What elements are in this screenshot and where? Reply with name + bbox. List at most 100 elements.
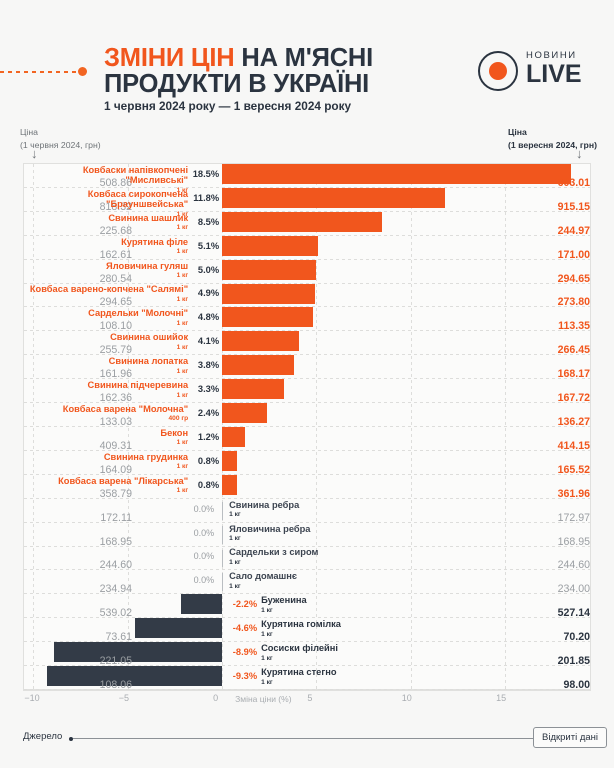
- row-separator: [24, 378, 590, 380]
- bar-positive[interactable]: [222, 355, 294, 376]
- row-separator: [24, 402, 590, 404]
- chart-row[interactable]: 225.68 244.97 Свинина шашлик 1 кг 8.5%: [24, 211, 590, 237]
- price-september: 172.97: [557, 511, 590, 524]
- price-september: 98.00: [563, 678, 590, 691]
- chart-row[interactable]: 294.65 273.80 Ковбаса варено-копчена "Саля…: [24, 283, 590, 309]
- item-unit: 1 кг: [176, 367, 189, 375]
- percent-change: 11.8%: [193, 192, 220, 203]
- title-highlight: ЗМІНИ ЦІН: [104, 44, 235, 72]
- price-june: 255.79: [99, 344, 132, 357]
- bar-positive[interactable]: [222, 450, 238, 471]
- row-separator: [24, 186, 590, 188]
- bar-negative[interactable]: [54, 642, 223, 663]
- row-separator: [24, 473, 590, 475]
- bar-positive[interactable]: [222, 259, 317, 280]
- x-tick-label: 15: [496, 693, 507, 703]
- bar-negative[interactable]: [135, 618, 223, 639]
- chart-row[interactable]: 508.86 603.01 Ковбаски напівкопчені "Мисли…: [24, 163, 590, 194]
- item-name: Курятина гомілка: [261, 619, 341, 630]
- bar-positive[interactable]: [222, 283, 315, 304]
- percent-change: 0.0%: [193, 527, 215, 538]
- item-unit: 1 кг: [176, 271, 189, 279]
- item-label-left: Свинина лопатка 1 кг: [28, 356, 188, 375]
- item-name: Курятина філе: [121, 236, 189, 247]
- source-dot-icon: [69, 737, 73, 741]
- row-separator: [24, 497, 590, 499]
- bar-positive[interactable]: [222, 474, 238, 495]
- item-label-right: Сосиски філейні 1 кг: [261, 643, 338, 662]
- open-data-button[interactable]: Відкриті дані: [533, 727, 608, 748]
- bar-positive[interactable]: [222, 211, 383, 232]
- chart-row[interactable]: 255.79 266.45 Свинина ошийок 1 кг 4.1%: [24, 331, 590, 357]
- item-unit: 1 кг: [261, 630, 273, 638]
- chart-row[interactable]: 221.05 201.85 -8.9% Сосиски філейні 1 кг: [24, 642, 590, 668]
- item-unit: 1 кг: [176, 224, 189, 232]
- price-june: 508.86: [99, 176, 132, 189]
- chart-row[interactable]: 168.95 168.95 0.0% Яловичина ребра 1 кг: [24, 523, 590, 548]
- x-tick-label: 10: [401, 693, 412, 703]
- item-unit: 1 кг: [229, 559, 241, 567]
- chart-row[interactable]: 73.61 70.20 -4.6% Курятина гомілка 1 кг: [24, 618, 590, 643]
- bar-positive[interactable]: [222, 235, 319, 256]
- item-label-left: Ковбаса варена "Лікарська" 1 кг: [28, 476, 188, 495]
- bar-negative[interactable]: [46, 666, 223, 687]
- percent-change: 1.2%: [197, 431, 220, 442]
- chart-row[interactable]: 409.31 414.15 Бекон 1 кг 1.2%: [24, 426, 590, 452]
- price-june: 221.05: [99, 655, 132, 668]
- left-caption-line1: Ціна: [20, 127, 38, 137]
- chart-row[interactable]: 162.36 167.72 Свинина підчеревина 1 кг 3.3%: [24, 379, 590, 405]
- price-september: 136.27: [557, 415, 590, 428]
- price-june: 162.36: [99, 392, 132, 405]
- item-label-left: Ковбаса варено-копчена "Салямі" 1 кг: [28, 284, 188, 303]
- price-september: 915.15: [557, 200, 590, 213]
- chart-row[interactable]: 818.32 915.15 Ковбаса сирокопчена "Брауншв…: [24, 187, 590, 218]
- chart-row[interactable]: 108.06 98.00 -9.3% Курятина стегно 1 кг: [24, 666, 590, 691]
- chart-row[interactable]: 539.02 527.14 -2.2% Буженина 1 кг: [24, 594, 590, 619]
- bar-positive[interactable]: [222, 426, 245, 447]
- item-label-left: Свинина шашлик 1 кг: [28, 213, 188, 232]
- right-caption-line1: Ціна: [508, 127, 527, 137]
- row-separator: [24, 330, 590, 332]
- chart-row[interactable]: 172.11 172.97 0.0% Свинина ребра 1 кг: [24, 499, 590, 524]
- chart-row[interactable]: 133.03 136.27 Ковбаса варена "Молочна" 400 …: [24, 403, 590, 428]
- bar-positive[interactable]: [222, 187, 445, 208]
- price-june: 172.11: [100, 511, 132, 524]
- percent-change: -4.6%: [232, 623, 258, 634]
- item-unit: 1 кг: [176, 295, 189, 303]
- right-caption-line2: (1 вересня 2024, грн): [508, 140, 597, 151]
- chart-row[interactable]: 234.94 234.00 0.0% Сало домашнє 1 кг: [24, 570, 590, 595]
- source-label: Джерело: [23, 731, 63, 742]
- item-label-left: Бекон 1 кг: [28, 428, 188, 447]
- bar-positive[interactable]: [222, 163, 572, 184]
- item-unit: 1 кг: [176, 248, 189, 256]
- item-unit: 1 кг: [229, 535, 241, 543]
- price-september: 266.45: [557, 344, 590, 357]
- chart-row[interactable]: 164.09 165.52 Свинина грудинка 1 кг 0.8%: [24, 450, 590, 476]
- item-name: Свинина ошийок: [110, 332, 189, 343]
- row-separator: [24, 617, 590, 619]
- source-connector-line: [73, 738, 533, 739]
- bar-positive[interactable]: [222, 403, 268, 424]
- price-september: 273.80: [557, 296, 590, 309]
- chart-row[interactable]: 161.96 168.17 Свинина лопатка 1 кг 3.8%: [24, 355, 590, 380]
- chart-row[interactable]: 108.10 113.35 Сардельки "Молочні" 1 кг 4.8%: [24, 307, 590, 332]
- item-name: Свинина грудинка: [103, 451, 189, 462]
- percent-change: 0.8%: [197, 455, 220, 466]
- chart-row[interactable]: 162.61 171.00 Курятина філе 1 кг 5.1%: [24, 235, 590, 261]
- item-unit: 1 кг: [229, 511, 241, 519]
- item-name: Яловичина ребра: [229, 523, 311, 534]
- price-september: 244.60: [557, 559, 590, 572]
- row-separator: [24, 234, 590, 236]
- bar-positive[interactable]: [222, 331, 300, 352]
- row-separator: [24, 521, 590, 523]
- bar-positive[interactable]: [222, 307, 313, 328]
- chart-row[interactable]: 244.60 244.60 0.0% Сардельки з сиром 1 кг: [24, 547, 590, 571]
- chart-row[interactable]: 280.54 294.65 Яловичина гуляш 1 кг 5.0%: [24, 259, 590, 285]
- bar-negative[interactable]: [180, 594, 223, 615]
- row-separator: [24, 449, 590, 451]
- bar-positive[interactable]: [222, 379, 285, 400]
- percent-change: 3.8%: [197, 360, 220, 371]
- percent-change: 0.0%: [193, 503, 215, 514]
- percent-change: 5.1%: [197, 240, 220, 251]
- chart-row[interactable]: 358.79 361.96 Ковбаса варена "Лікарська" 1 …: [24, 474, 590, 500]
